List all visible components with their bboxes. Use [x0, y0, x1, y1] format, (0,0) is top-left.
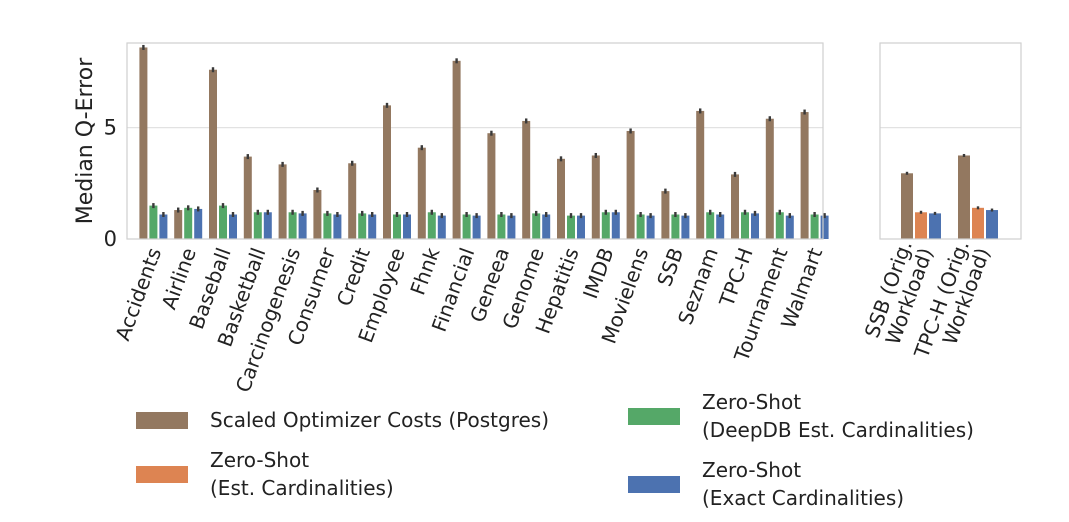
bar-carcinogenesis-zero-shot-deepdb-est-cardinalities	[288, 212, 297, 239]
bar-tpc-h-zero-shot-exact-cardinalities	[751, 213, 759, 239]
bar-consumer-scaled-optimizer-costs-postgres	[313, 190, 322, 239]
bar-airline-zero-shot-exact-cardinalities	[194, 208, 203, 239]
bar-carcinogenesis-zero-shot-exact-cardinalities	[298, 213, 307, 239]
y-tick-label-0: 0	[104, 227, 117, 251]
bar-financial-scaled-optimizer-costs-postgres	[452, 60, 461, 240]
bar-employee-zero-shot-exact-cardinalities	[403, 214, 411, 239]
bar-carcinogenesis-scaled-optimizer-costs-postgres	[278, 164, 287, 239]
bar-accidents-scaled-optimizer-costs-postgres	[139, 47, 148, 239]
tick-label-line: Fhnk	[405, 244, 444, 298]
y-axis-label: Median Q-Error	[73, 57, 98, 224]
bar-financial-zero-shot-exact-cardinalities	[472, 215, 481, 239]
bar-ssb-zero-shot-deepdb-est-cardinalities	[671, 214, 680, 239]
plot-frame-right	[879, 42, 1022, 240]
tick-label-accidents: Accidents	[110, 245, 166, 344]
bar-basketball-zero-shot-exact-cardinalities	[263, 212, 272, 239]
bar-genome-zero-shot-deepdb-est-cardinalities	[532, 213, 541, 239]
bar-hepatitis-zero-shot-deepdb-est-cardinalities	[567, 215, 575, 239]
legend-swatch-est-cardinalities	[136, 465, 188, 483]
bar-accidents-zero-shot-exact-cardinalities	[159, 214, 168, 239]
bar-consumer-zero-shot-exact-cardinalities	[333, 214, 342, 239]
bar-imdb-zero-shot-deepdb-est-cardinalities	[601, 212, 610, 239]
bar-walmart-scaled-optimizer-costs-postgres	[800, 112, 809, 239]
bar-tpc-h-orig-workload-zero-shot-est-cardinalities	[972, 207, 984, 239]
bar-movielens-scaled-optimizer-costs-postgres	[626, 130, 635, 239]
legend-label-optimizer-costs: Scaled Optimizer Costs (Postgres)	[210, 408, 550, 432]
tick-label-line: Accidents	[110, 245, 166, 344]
bar-geneea-scaled-optimizer-costs-postgres	[487, 133, 496, 239]
bar-fhnk-zero-shot-deepdb-est-cardinalities	[427, 212, 436, 239]
bar-tournament-zero-shot-exact-cardinalities	[785, 215, 794, 239]
plot-frame-left	[126, 42, 824, 240]
bar-credit-scaled-optimizer-costs-postgres	[348, 163, 357, 239]
bar-consumer-zero-shot-deepdb-est-cardinalities	[323, 213, 332, 239]
bar-baseball-zero-shot-exact-cardinalities	[229, 214, 237, 239]
bar-ssb-orig-workload-zero-shot-est-cardinalities	[915, 212, 927, 239]
legend-label-est-cardinalities: Zero-Shot (Est. Cardinalities)	[210, 448, 394, 500]
bar-ssb-orig-workload-scaled-optimizer-costs-postgres	[901, 173, 913, 239]
tick-label-ssb: SSB	[652, 245, 688, 290]
bar-ssb-scaled-optimizer-costs-postgres	[661, 191, 670, 239]
bar-basketball-scaled-optimizer-costs-postgres	[243, 156, 252, 239]
legend-item-optimizer-costs: Scaled Optimizer Costs (Postgres)	[136, 406, 549, 434]
bar-seznam-zero-shot-deepdb-est-cardinalities	[706, 212, 715, 239]
bar-credit-zero-shot-deepdb-est-cardinalities	[358, 213, 367, 239]
bar-geneea-zero-shot-exact-cardinalities	[507, 215, 516, 239]
bar-seznam-zero-shot-exact-cardinalities	[716, 214, 725, 239]
bar-tpc-h-orig-workload-zero-shot-exact-cardinalities	[986, 210, 998, 239]
bar-basketball-zero-shot-deepdb-est-cardinalities	[253, 212, 262, 239]
tick-label-line: SSB	[652, 245, 688, 290]
legend-item-est-cardinalities: Zero-Shot (Est. Cardinalities)	[136, 446, 394, 502]
bar-imdb-zero-shot-exact-cardinalities	[611, 212, 620, 239]
legend-swatch-optimizer-costs	[136, 411, 188, 429]
bar-tournament-scaled-optimizer-costs-postgres	[765, 118, 774, 239]
bar-credit-zero-shot-exact-cardinalities	[368, 214, 377, 239]
bar-walmart-zero-shot-deepdb-est-cardinalities	[810, 214, 819, 239]
bar-airline-scaled-optimizer-costs-postgres	[174, 210, 183, 239]
bar-genome-scaled-optimizer-costs-postgres	[522, 120, 531, 239]
bar-accidents-zero-shot-deepdb-est-cardinalities	[149, 205, 158, 239]
legend-item-exact-cardinalities: Zero-Shot (Exact Cardinalities)	[628, 456, 904, 512]
bar-imdb-scaled-optimizer-costs-postgres	[591, 155, 600, 239]
bar-geneea-zero-shot-deepdb-est-cardinalities	[497, 214, 506, 239]
bar-seznam-scaled-optimizer-costs-postgres	[696, 110, 705, 239]
bar-baseball-zero-shot-deepdb-est-cardinalities	[219, 205, 227, 239]
legend-swatch-exact-cardinalities	[628, 475, 680, 493]
bar-movielens-zero-shot-deepdb-est-cardinalities	[636, 214, 645, 239]
legend-label-deepdb: Zero-Shot (DeepDB Est. Cardinalities)	[702, 390, 974, 442]
y-tick-label-5: 5	[104, 116, 117, 140]
bar-tpc-h-zero-shot-deepdb-est-cardinalities	[741, 212, 749, 239]
bar-employee-zero-shot-deepdb-est-cardinalities	[393, 214, 401, 239]
bar-employee-scaled-optimizer-costs-postgres	[383, 105, 391, 239]
bar-fhnk-zero-shot-exact-cardinalities	[437, 215, 446, 239]
bar-hepatitis-scaled-optimizer-costs-postgres	[557, 158, 565, 239]
legend-label-exact-cardinalities: Zero-Shot (Exact Cardinalities)	[702, 458, 905, 510]
bar-genome-zero-shot-exact-cardinalities	[542, 214, 551, 239]
bar-walmart-zero-shot-exact-cardinalities	[820, 215, 829, 239]
bar-tpc-h-orig-workload-scaled-optimizer-costs-postgres	[958, 155, 970, 239]
legend-swatch-deepdb	[628, 407, 680, 425]
bar-hepatitis-zero-shot-exact-cardinalities	[577, 215, 585, 239]
bar-tournament-zero-shot-deepdb-est-cardinalities	[775, 212, 784, 239]
bar-movielens-zero-shot-exact-cardinalities	[646, 215, 655, 239]
bar-tpc-h-scaled-optimizer-costs-postgres	[731, 174, 739, 239]
tick-label-fhnk: Fhnk	[405, 244, 444, 298]
bar-ssb-orig-workload-zero-shot-exact-cardinalities	[929, 213, 941, 239]
bar-airline-zero-shot-deepdb-est-cardinalities	[184, 207, 193, 239]
legend-item-deepdb: Zero-Shot (DeepDB Est. Cardinalities)	[628, 388, 974, 444]
bar-baseball-scaled-optimizer-costs-postgres	[209, 69, 217, 240]
bar-ssb-zero-shot-exact-cardinalities	[681, 215, 690, 239]
bar-financial-zero-shot-deepdb-est-cardinalities	[462, 214, 471, 239]
bar-fhnk-scaled-optimizer-costs-postgres	[417, 147, 426, 239]
